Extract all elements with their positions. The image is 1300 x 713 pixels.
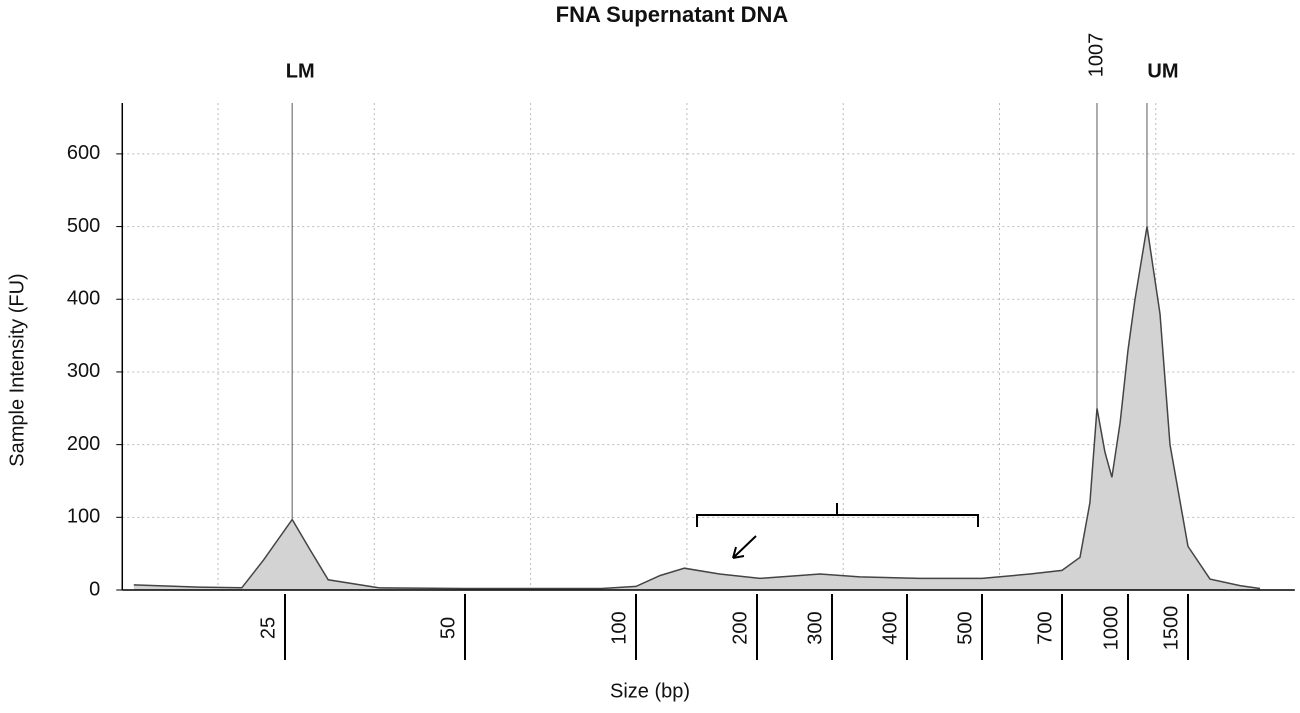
x-tick-label: 300 [804,611,826,644]
x-tick-label: 400 [879,611,901,644]
x-tick-label: 700 [1034,611,1056,644]
peak-label: 1007 [1085,33,1107,78]
bracket [696,503,979,527]
area [133,226,1260,590]
trace-line [133,226,1261,590]
x-tick-label: 1500 [1160,606,1182,651]
y-tick-label: 0 [89,578,100,600]
y-tick-label: 300 [67,360,100,382]
x-tick-label: 100 [608,611,630,644]
y-tick-label: 500 [67,215,100,237]
x-tick-label: 25 [257,617,279,639]
marker-label: UM [1147,60,1178,82]
x-tick-label: 1000 [1100,606,1122,651]
y-tick-label: 400 [67,288,100,310]
plot: 0 100 200 300 400 500 600 25 50 100 200 300 400 500 70… [67,33,1295,660]
x-tick-label: 500 [954,611,976,644]
y-axis-label: Sample Intensity (FU) [6,273,28,466]
annotation [696,503,979,559]
y-tick-label: 600 [67,142,100,164]
marker-label: LM [286,60,315,82]
y-tick-label: 100 [67,506,100,528]
arrow [732,535,757,559]
x-tick-label: 50 [437,617,459,639]
y-tick-label: 200 [67,433,100,455]
x-tick-label: 200 [729,611,751,644]
chart-title: FNA Supernatant DNA [556,2,789,27]
x-axis-label: Size (bp) [610,680,690,702]
